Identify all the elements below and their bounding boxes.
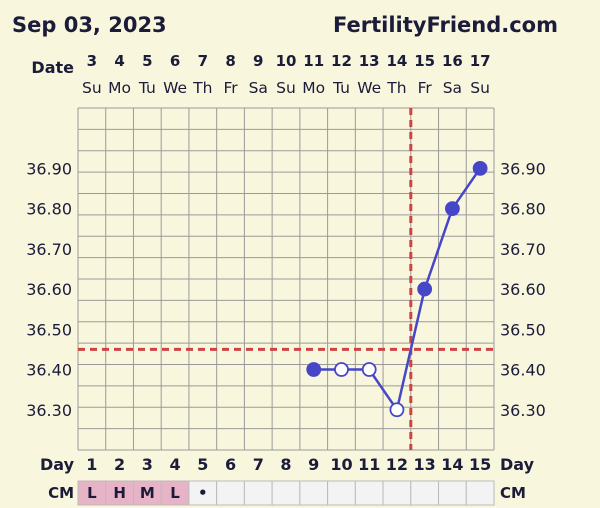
weekday-label: Th [192,79,212,97]
temperature-point [472,160,488,176]
temperature-point [444,201,460,216]
date-label: 13 [359,52,380,70]
y-tick-label: 36.80 [26,200,72,219]
cm-value: M [140,484,155,502]
date-label: 3 [87,52,97,70]
weekday-label: Sa [443,79,462,97]
date-label: 8 [225,52,235,70]
cm-cell [132,480,162,506]
cycle-day-label: 11 [358,455,380,474]
cm-cell [382,480,412,506]
y-tick-label: 36.40 [500,361,546,380]
cycle-day-label: 13 [414,455,436,474]
cm-cell [105,480,134,506]
y-tick-label: 36.60 [500,280,546,299]
date-label: 10 [276,52,297,70]
temperature-point [306,362,322,377]
y-tick-label: 36.40 [26,361,72,380]
y-tick-label: 36.70 [26,240,72,259]
weekday-label: Th [386,79,406,97]
cm-cell [354,480,384,506]
date-label: 4 [114,52,124,70]
temperature-point [417,281,433,297]
cm-cell [216,480,245,506]
day-row: 1 2 3 4 5 6 7 8 9 10 11 12 13 14 15 [86,455,491,474]
y-tick-label: 36.90 [500,159,546,178]
weekday-label: Tu [138,79,156,97]
cm-cell [243,480,273,506]
chart-grid [77,107,495,451]
date-label: 17 [470,52,491,70]
weekday-label: Su [82,79,102,97]
y-tick-label: 36.50 [500,320,546,339]
cycle-day-label: 7 [253,455,264,474]
cm-row-label-left: CM [48,484,74,502]
cm-cell [299,480,329,506]
weekday-label: Su [276,79,296,97]
date-label: 15 [414,52,435,70]
date-row-label: Date [31,58,74,77]
cycle-day-label: 14 [441,455,463,474]
weekday-label: Mo [108,79,131,97]
cycle-day-label: 12 [386,455,408,474]
cm-value: • [198,484,208,502]
cycle-day-label: 10 [330,455,352,474]
date-row: 3 Su 4 Mo 5 Tu 6 We 7 Th 8 Fr 9 Sa 10 Su 11 Mo 12 Tu 13 We 14 T… [82,52,491,97]
weekday-label: Tu [332,79,350,97]
site-name: FertilityFriend.com [333,13,558,37]
weekday-label: Su [470,79,490,97]
date-label: 12 [331,52,352,70]
weekday-label: We [163,79,187,97]
date-label: 9 [253,52,263,70]
cm-cell [465,480,495,506]
weekday-label: We [357,79,381,97]
y-tick-label: 36.90 [26,159,72,178]
cm-cell [271,480,301,506]
cycle-day-label: 8 [280,455,291,474]
y-tick-label: 36.70 [500,240,546,259]
y-tick-label: 36.30 [26,401,72,420]
date-label: 7 [198,52,208,70]
date-label: 11 [303,52,324,70]
chart-date: Sep 03, 2023 [12,13,167,37]
temperature-point [334,362,349,377]
cycle-day-label: 3 [142,455,153,474]
y-axis: 36.30 36.30 36.40 36.40 36.50 36.50 36.60 36.60… [26,159,546,419]
cm-value: L [170,484,180,502]
cm-value: H [113,484,126,502]
cycle-day-label: 5 [197,455,208,474]
cm-value: L [87,484,97,502]
cm-cell [410,480,440,506]
day-row-label-right: Day [500,455,535,474]
y-tick-label: 36.30 [500,401,546,420]
cycle-day-label: 15 [469,455,491,474]
cm-row: L H M L • [77,480,495,506]
cm-row-label-right: CM [500,484,526,502]
y-tick-label: 36.50 [26,320,72,339]
y-tick-label: 36.80 [500,200,546,219]
date-label: 6 [170,52,180,70]
cm-cell [438,480,467,506]
date-label: 5 [142,52,152,70]
weekday-label: Sa [249,79,268,97]
temperature-series [78,108,494,450]
cycle-day-label: 2 [114,455,125,474]
weekday-label: Mo [302,79,325,97]
day-row-label-left: Day [40,455,75,474]
temperature-point [361,362,377,377]
cm-cell [327,480,356,506]
temperature-point [389,402,405,418]
weekday-label: Fr [223,79,238,97]
cm-cell [77,480,107,506]
cycle-day-label: 6 [225,455,236,474]
weekday-label: Fr [418,79,433,97]
cycle-day-label: 9 [308,455,319,474]
cycle-day-label: 4 [169,455,180,474]
cycle-day-label: 1 [86,455,97,474]
date-label: 14 [386,52,407,70]
y-tick-label: 36.60 [26,280,72,299]
date-label: 16 [442,52,463,70]
